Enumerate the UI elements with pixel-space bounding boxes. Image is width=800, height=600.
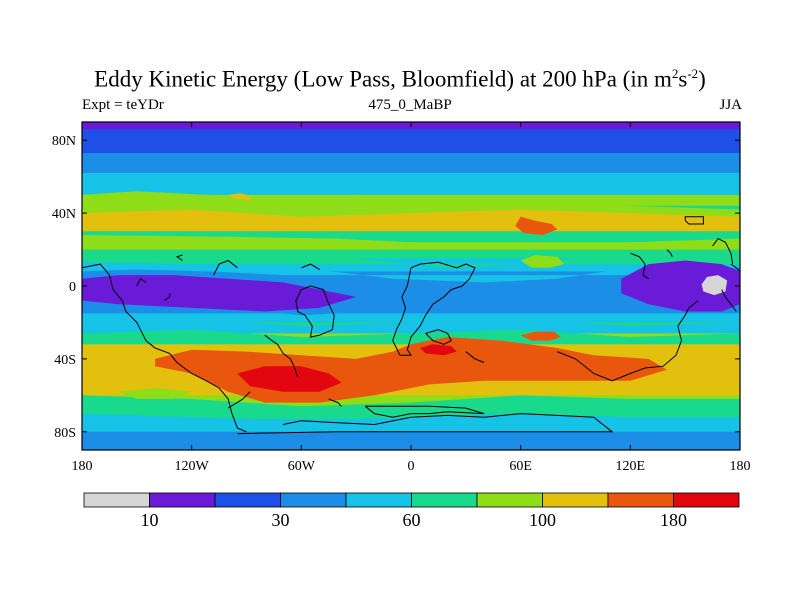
- colorbar-swatch-1: [149, 492, 216, 508]
- coastline-4: [136, 277, 147, 287]
- ekE-region-0: [82, 129, 740, 141]
- colorbar: 10 30 60 100 180: [83, 492, 740, 530]
- coastline-16: [721, 289, 737, 312]
- subtitle-right: JJA: [719, 97, 742, 113]
- coastline-2: [264, 334, 299, 378]
- ekE-region-21: [228, 193, 252, 201]
- coastline-15: [712, 237, 734, 265]
- lat-band-3: [82, 173, 740, 196]
- title-unit-sup2: -2: [687, 66, 699, 81]
- colorbar-label-3: 100: [529, 510, 556, 530]
- ekE-region-10: [701, 275, 728, 296]
- coastline-11: [557, 300, 699, 382]
- colorbar-label-0: 10: [141, 510, 159, 530]
- ekE-region-24: [118, 388, 192, 399]
- x-tick-label-5: 120E: [616, 459, 646, 474]
- chart-title: Eddy Kinetic Energy (Low Pass, Bloomfiel…: [0, 66, 800, 93]
- x-tick-label-2: 60W: [288, 459, 316, 474]
- plot-fill: [82, 122, 740, 450]
- y-tick-label-3: 40S: [54, 353, 76, 368]
- x-tick-label-0: 180: [72, 459, 93, 474]
- x-tick-label-1: 120W: [175, 459, 210, 474]
- y-tick-label-1: 40N: [52, 207, 76, 222]
- ekE-region-11: [82, 318, 740, 334]
- colorbar-swatch-8: [607, 492, 674, 508]
- x-tick-label-3: 0: [408, 459, 415, 474]
- colorbar-swatch-9: [673, 492, 740, 508]
- coastline-1: [295, 285, 335, 338]
- title-unit-mid: s: [678, 66, 688, 92]
- y-tick-label-0: 80N: [52, 134, 76, 149]
- coastlines: [82, 216, 740, 435]
- ekE-region-4: [82, 235, 740, 250]
- ekE-region-18: [82, 413, 740, 432]
- lat-band-2: [82, 152, 740, 174]
- coastline-5: [164, 293, 171, 302]
- coastline-6: [237, 413, 614, 435]
- ekE-region-16: [520, 331, 561, 341]
- ekE-region-15: [420, 344, 457, 356]
- ekE-region-19: [82, 431, 740, 450]
- ekE-region-6: [82, 262, 740, 283]
- coastline-7: [328, 398, 342, 407]
- title-close: ): [698, 66, 706, 92]
- lat-band-11: [82, 313, 740, 323]
- axis-ticks: 180 120W 60W 0 60E 120E 180 80N 40N 0 40S 80S: [52, 122, 751, 474]
- ekE-region-14: [237, 366, 342, 392]
- ekE-region-23: [520, 255, 565, 268]
- coastline-21: [730, 263, 740, 272]
- colorbar-swatch-0: [83, 492, 150, 508]
- subtitle-center: 475_0_MaBP: [368, 97, 452, 113]
- lat-band-1: [82, 136, 740, 154]
- x-tick-label-4: 60E: [509, 459, 532, 474]
- x-tick-label-6: 180: [730, 459, 751, 474]
- ekE-region-9: [621, 260, 740, 312]
- subtitle-left: Expt = teYDr: [82, 97, 164, 113]
- ekE-region-3: [82, 209, 740, 232]
- lat-band-7: [82, 249, 740, 260]
- y-tick-label-2: 0: [69, 280, 76, 295]
- coastline-20: [227, 391, 251, 409]
- coastline-12: [630, 252, 649, 280]
- ekE-region-8: [82, 275, 357, 312]
- coastline-13: [666, 249, 673, 258]
- colorbar-label-4: 180: [660, 510, 687, 530]
- colorbar-swatch-5: [411, 492, 478, 508]
- lat-band-15: [82, 395, 740, 407]
- ekE-region-17: [82, 395, 740, 414]
- coastline-18: [301, 263, 320, 271]
- colorbar-swatch-6: [476, 492, 543, 508]
- coastline-8: [364, 405, 485, 418]
- colorbar-label-1: 30: [272, 510, 290, 530]
- coastline-19: [465, 351, 485, 363]
- coastline-17: [213, 259, 238, 276]
- colorbar-swatch-3: [280, 492, 347, 508]
- colorbar-label-2: 60: [403, 510, 421, 530]
- coastline-3: [175, 254, 183, 261]
- coastline-10: [425, 329, 452, 345]
- title-main: Eddy Kinetic Energy (Low Pass, Bloomfiel…: [94, 66, 672, 92]
- ekE-region-20: [515, 216, 558, 235]
- colorbar-swatch-7: [542, 492, 609, 508]
- colorbar-swatch-4: [345, 492, 412, 508]
- coastline-9: [392, 261, 476, 356]
- ekE-region-5: [82, 249, 740, 268]
- coastline-14: [684, 216, 704, 225]
- ekE-region-22: [352, 216, 375, 221]
- y-tick-label-4: 80S: [54, 426, 76, 441]
- colorbar-swatch-2: [214, 492, 281, 508]
- coastline-0: [82, 263, 247, 433]
- title-unit-sup1: 2: [671, 66, 679, 81]
